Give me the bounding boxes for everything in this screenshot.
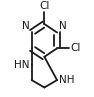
Text: N: N (22, 21, 30, 31)
Text: NH: NH (59, 75, 75, 85)
Text: Cl: Cl (39, 1, 50, 11)
Text: Cl: Cl (70, 43, 81, 53)
Text: N: N (59, 21, 66, 31)
Text: HN: HN (14, 60, 30, 70)
